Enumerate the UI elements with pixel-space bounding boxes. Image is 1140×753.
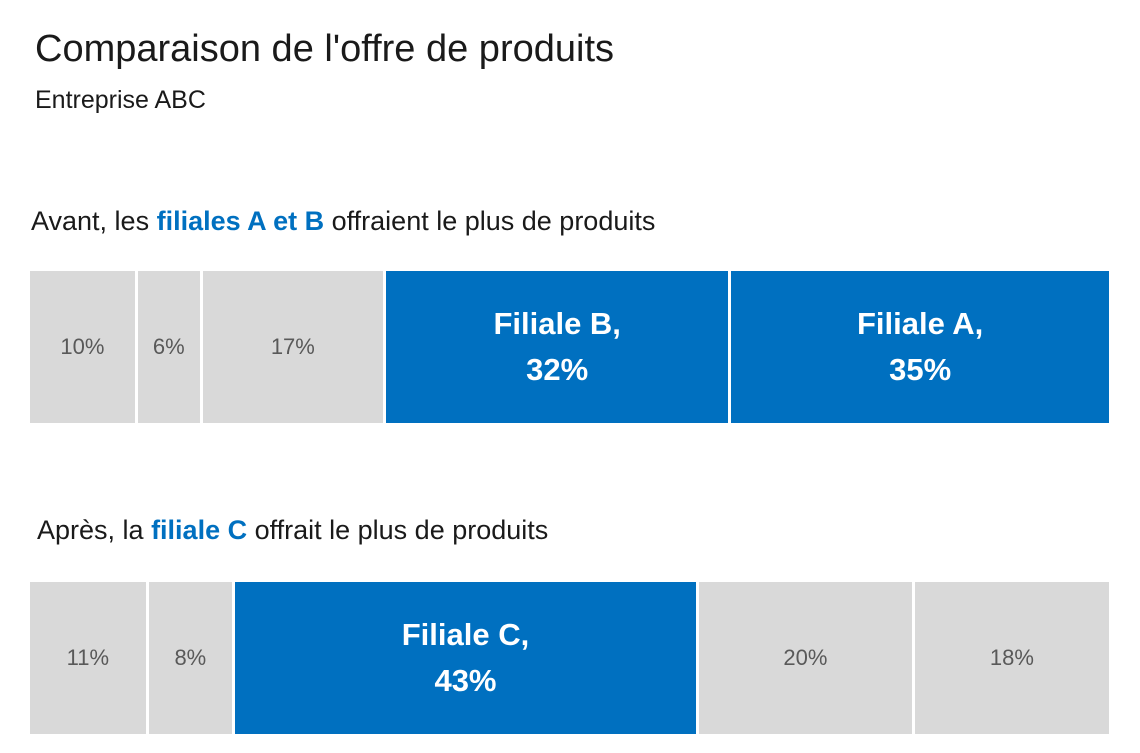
highlighted-segment-0-4: Filiale A, 35% [731,271,1109,423]
segment-value-label: 11% [66,645,110,670]
heading-after-suffix: offrait le plus de produits [247,515,549,545]
segment-value-label: 6% [152,334,185,359]
segment-value-label: 10% [60,334,105,359]
segment-label-group: 8% [174,644,206,672]
stacked-bar-after: 11% 8% Filiale C, 43% 20% 18% [30,582,1109,734]
segment-label-group: 17% [271,333,315,361]
section-heading-after: Après, la filiale C offrait le plus de p… [37,513,548,547]
segment-0-1: 6% [137,271,203,423]
segment-value-label: 17% [270,334,315,359]
highlighted-segment-0-3: Filiale B, 32% [386,271,732,423]
segment-label-group: 6% [153,333,185,361]
segment-label-group: 11% [67,644,109,672]
segment-1-0: 11% [30,582,149,734]
segment-name-label: Filiale C, [401,617,530,652]
segment-0-2: 17% [202,271,387,423]
segment-label-group: 20% [783,644,827,672]
segment-label-group: Filiale C, 43% [402,612,529,704]
segment-1-4: 18% [914,582,1109,734]
segment-value-label: 32% [526,352,589,387]
stacked-bar-before: 10% 6% 17% Filiale B, 32% Filiale A, 35% [30,271,1109,423]
segment-1-1: 8% [148,582,235,734]
segment-value-label: 43% [434,663,497,698]
highlighted-segment-1-2: Filiale C, 43% [235,582,699,734]
segment-value-label: 20% [783,645,828,670]
segment-value-label: 35% [889,352,952,387]
chart-subtitle: Entreprise ABC [35,86,206,114]
segment-0-0: 10% [30,271,138,423]
chart-title: Comparaison de l'offre de produits [35,28,614,70]
segment-1-3: 20% [698,582,915,734]
segment-label-group: 10% [60,333,104,361]
segment-label-group: Filiale B, 32% [493,301,620,393]
segment-value-label: 8% [174,645,207,670]
segment-name-label: Filiale A, [856,306,984,341]
heading-after-highlight: filiale C [151,515,248,545]
segment-label-group: Filiale A, 35% [857,301,983,393]
segment-label-group: 18% [990,644,1034,672]
segment-name-label: Filiale B, [493,306,621,341]
heading-after-prefix: Après, la [37,515,152,545]
section-heading-before: Avant, les filiales A et B offraient le … [31,204,655,238]
segment-value-label: 18% [989,645,1034,670]
heading-before-suffix: offraient le plus de produits [324,206,656,236]
heading-before-highlight: filiales A et B [156,206,325,236]
heading-before-prefix: Avant, les [31,206,157,236]
